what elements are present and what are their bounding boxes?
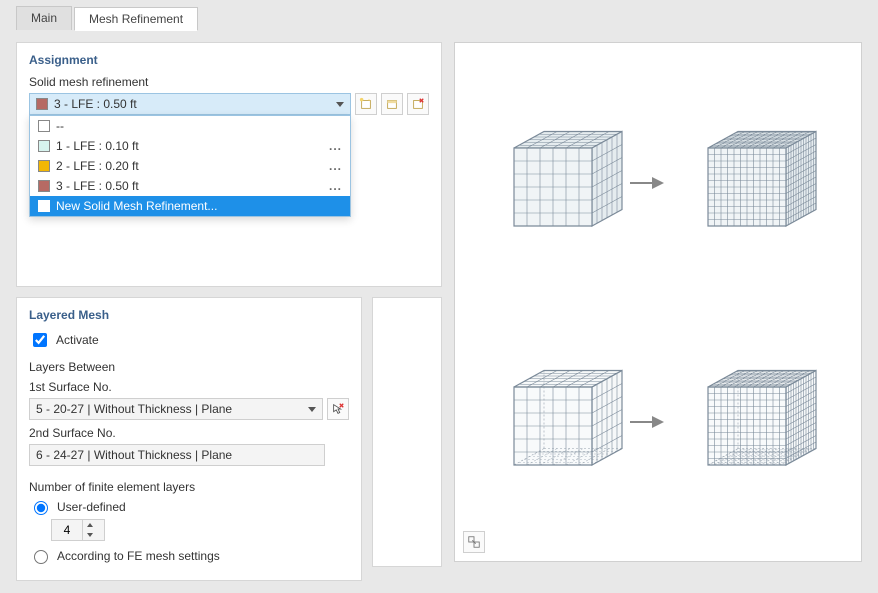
layers-between-label: Layers Between [29, 360, 349, 374]
solid-mesh-combo[interactable]: 3 - LFE : 0.50 ft [29, 93, 351, 115]
activate-checkbox-row[interactable]: Activate [29, 330, 349, 350]
dropdown-item-label: 2 - LFE : 0.20 ft [56, 159, 139, 173]
swatch-icon [38, 180, 50, 192]
surf2-label: 2nd Surface No. [29, 426, 349, 440]
surf1-combo[interactable]: 5 - 20-27 | Without Thickness | Plane [29, 398, 323, 420]
preview-panel [454, 42, 862, 562]
radio-fe[interactable] [34, 550, 48, 564]
spinner-up[interactable] [82, 520, 96, 530]
cube-fine-solid [690, 118, 820, 248]
delete-button[interactable] [407, 93, 429, 115]
nlayers-label: Number of finite element layers [29, 480, 349, 494]
assignment-title: Assignment [29, 53, 429, 67]
tab-mesh-refinement[interactable]: Mesh Refinement [74, 7, 198, 31]
side-panel [372, 297, 442, 567]
dropdown-item-label: -- [56, 119, 64, 133]
radio-user-label: User-defined [57, 500, 126, 514]
tab-main[interactable]: Main [16, 6, 72, 30]
solid-mesh-label: Solid mesh refinement [29, 75, 429, 89]
activate-label: Activate [56, 333, 99, 347]
layered-title: Layered Mesh [29, 308, 349, 322]
dropdown-item[interactable]: 3 - LFE : 0.50 ft... [30, 176, 350, 196]
ellipsis-icon: ... [329, 139, 342, 153]
radio-fe-label: According to FE mesh settings [57, 549, 220, 563]
dropdown-item-label: New Solid Mesh Refinement... [56, 199, 217, 213]
dropdown-item[interactable]: New Solid Mesh Refinement... [30, 196, 350, 216]
library-icon [385, 97, 399, 111]
cube-coarse-layered [496, 357, 626, 487]
dropdown-item[interactable]: 1 - LFE : 0.10 ft... [30, 136, 350, 156]
cube-coarse-solid [496, 118, 626, 248]
dropdown-item-label: 3 - LFE : 0.50 ft [56, 179, 139, 193]
surf1-label: 1st Surface No. [29, 380, 349, 394]
view-tool-button[interactable] [463, 531, 485, 553]
radio-fe-row[interactable]: According to FE mesh settings [29, 547, 349, 564]
assignment-panel: Assignment Solid mesh refinement 3 - LFE… [16, 42, 442, 287]
dropdown-item[interactable]: 2 - LFE : 0.20 ft... [30, 156, 350, 176]
new-button[interactable] [355, 93, 377, 115]
radio-user[interactable] [34, 501, 48, 515]
new-icon [359, 97, 373, 111]
swatch-icon [38, 140, 50, 152]
chevron-down-icon [308, 407, 316, 412]
surf1-value: 5 - 20-27 | Without Thickness | Plane [36, 402, 232, 416]
swatch-icon [38, 120, 50, 132]
diagram-row-2 [496, 357, 820, 487]
chevron-down-icon [336, 102, 344, 107]
library-button[interactable] [381, 93, 403, 115]
delete-icon [411, 97, 425, 111]
pick-surface1-button[interactable] [327, 398, 349, 420]
layered-mesh-panel: Layered Mesh Activate Layers Between 1st… [16, 297, 362, 581]
arrow-icon [652, 416, 664, 428]
nlayers-spinner[interactable] [51, 519, 105, 541]
dropdown-item-label: 1 - LFE : 0.10 ft [56, 139, 139, 153]
ellipsis-icon: ... [329, 179, 342, 193]
view-tool-icon [467, 535, 481, 549]
pick-icon [331, 402, 345, 416]
cube-fine-layered [690, 357, 820, 487]
surf2-value: 6 - 24-27 | Without Thickness | Plane [36, 448, 232, 462]
surf2-combo[interactable]: 6 - 24-27 | Without Thickness | Plane [29, 444, 325, 466]
diagram-row-1 [496, 118, 820, 248]
tab-bar: Main Mesh Refinement [0, 0, 878, 30]
arrow-icon [652, 177, 664, 189]
dropdown-item[interactable]: -- [30, 116, 350, 136]
activate-checkbox[interactable] [33, 333, 47, 347]
combo-selected-text: 3 - LFE : 0.50 ft [54, 97, 137, 111]
radio-user-row[interactable]: User-defined [29, 498, 349, 515]
swatch-icon [38, 200, 50, 212]
nlayers-input[interactable] [52, 522, 82, 538]
swatch-icon [38, 160, 50, 172]
combo-swatch [36, 98, 48, 110]
spinner-down[interactable] [82, 530, 96, 540]
solid-mesh-dropdown: --1 - LFE : 0.10 ft...2 - LFE : 0.20 ft.… [29, 115, 351, 217]
ellipsis-icon: ... [329, 159, 342, 173]
